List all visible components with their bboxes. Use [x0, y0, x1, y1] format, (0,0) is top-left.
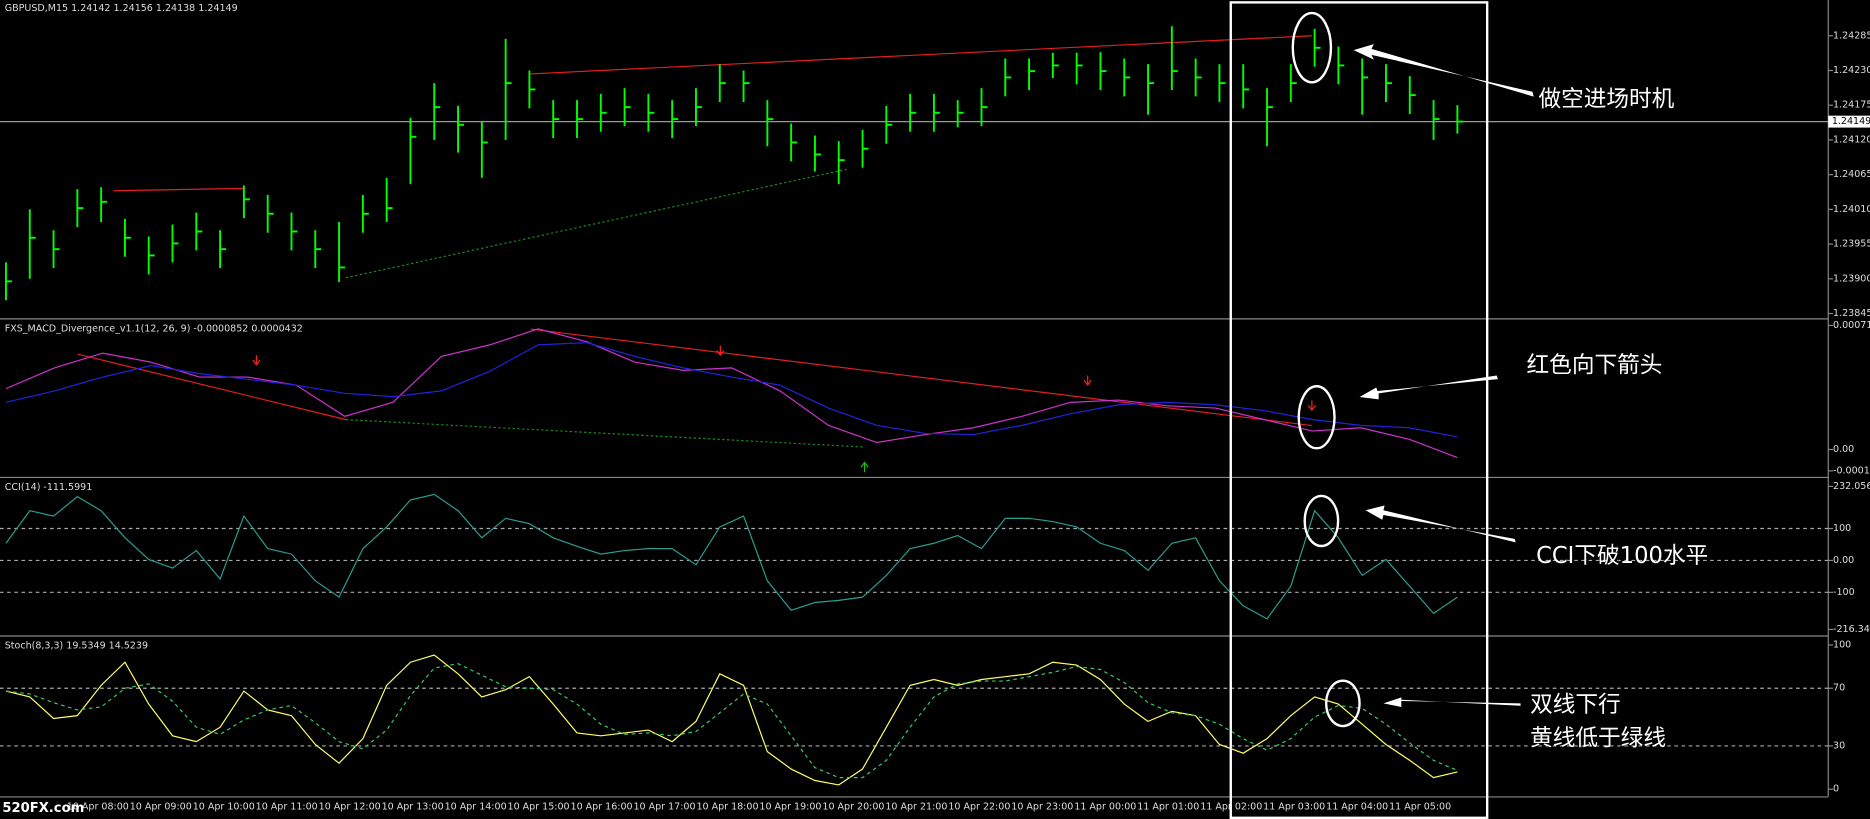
current-price-label: 1.24149 [1832, 116, 1870, 127]
y-tick-label: 0.00 [1833, 555, 1854, 566]
annotation: 红色向下箭头 [1527, 352, 1663, 378]
x-tick-label: 10 Apr 20:00 [822, 802, 884, 813]
y-tick-label: 0 [1833, 784, 1839, 795]
x-tick-label: 10 Apr 11:00 [256, 802, 318, 813]
series-line [5, 328, 1458, 459]
series-line [5, 342, 1458, 438]
x-tick-label: 10 Apr 15:00 [508, 802, 570, 813]
y-tick-label: 100 [1833, 523, 1851, 534]
y-tick-label: -216.3413 [1833, 624, 1870, 635]
y-tick-label: -100 [1833, 587, 1855, 598]
y-tick-label: 30 [1833, 740, 1845, 751]
watermark: 520FX.com [2, 801, 84, 816]
trend-lines [77, 35, 1312, 448]
panel-title: Stoch(8,3,3) 19.5349 14.5239 [5, 641, 148, 652]
x-tick-label: 11 Apr 04:00 [1326, 802, 1388, 813]
annotation: CCI下破100水平 [1536, 543, 1708, 569]
x-tick-label: 10 Apr 08:00 [67, 802, 129, 813]
frame [0, 0, 1829, 798]
x-tick-label: 10 Apr 12:00 [319, 802, 381, 813]
x-tick-label: 10 Apr 23:00 [1011, 802, 1073, 813]
y-tick-label: 1.23955 [1833, 239, 1870, 250]
annotation: 黄线低于绿线 [1530, 726, 1666, 752]
current-price-box [1828, 115, 1870, 128]
highlight-ellipses [1291, 11, 1361, 728]
panel-title: FXS_MACD_Divergence_v1.1(12, 26, 9) -0.0… [5, 324, 303, 335]
signal-arrows [252, 345, 1316, 473]
x-tick-label: 11 Apr 05:00 [1389, 802, 1451, 813]
plots: GBPUSD,M15 1.24142 1.24156 1.24138 1.241… [0, 3, 1870, 813]
highlight-box [1229, 1, 1489, 819]
y-tick-label: 1.23845 [1833, 308, 1870, 319]
x-tick-label: 10 Apr 21:00 [885, 802, 947, 813]
y-tick-label: 1.24175 [1833, 100, 1870, 111]
series-line [5, 493, 1458, 620]
panel-title: CCI(14) -111.5991 [5, 482, 93, 493]
x-tick-label: 10 Apr 17:00 [633, 802, 695, 813]
y-tick-label: 0.000713 [1833, 320, 1870, 331]
y-tick-label: 232.0564 [1833, 481, 1870, 492]
y-tick-label: 1.24010 [1833, 204, 1870, 215]
x-tick-label: 10 Apr 14:00 [445, 802, 507, 813]
y-tick-label: 1.24065 [1833, 169, 1870, 180]
annotation: 做空进场时机 [1538, 87, 1674, 113]
y-tick-label: 100 [1833, 639, 1851, 650]
x-tick-label: 10 Apr 18:00 [696, 802, 758, 813]
x-tick-label: 10 Apr 22:00 [948, 802, 1010, 813]
y-tick-label: 1.24120 [1833, 134, 1870, 145]
x-tick-label: 10 Apr 10:00 [193, 802, 255, 813]
series-line [5, 654, 1458, 786]
y-tick-label: 0.00 [1833, 444, 1854, 455]
panel-title: GBPUSD,M15 1.24142 1.24156 1.24138 1.241… [5, 3, 238, 14]
y-tick-label: 1.24230 [1833, 65, 1870, 76]
y-tick-label: 70 [1833, 683, 1845, 694]
x-tick-label: 10 Apr 19:00 [759, 802, 821, 813]
x-tick-label: 10 Apr 16:00 [571, 802, 633, 813]
x-tick-label: 10 Apr 13:00 [382, 802, 444, 813]
series-line [5, 663, 1458, 779]
pointer-arrows [1353, 44, 1534, 707]
x-tick-label: 11 Apr 01:00 [1137, 802, 1199, 813]
x-tick-label: 10 Apr 09:00 [130, 802, 192, 813]
y-tick-label: 1.23900 [1833, 273, 1870, 284]
x-tick-label: 11 Apr 03:00 [1263, 802, 1325, 813]
y-tick-label: -0.000123 [1833, 465, 1870, 476]
y-tick-label: 1.24285 [1833, 30, 1870, 41]
annotation: 双线下行 [1530, 692, 1621, 718]
x-tick-label: 11 Apr 00:00 [1074, 802, 1136, 813]
